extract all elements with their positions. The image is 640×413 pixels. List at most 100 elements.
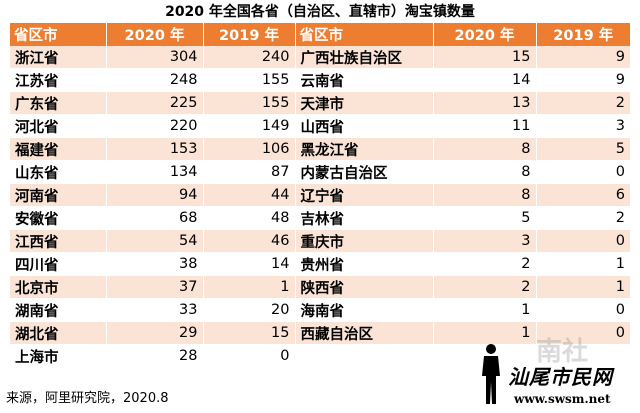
table-row: 湖北省 29 15 西藏自治区 1 0 — [10, 321, 630, 345]
header-region-left: 省区市 — [10, 23, 107, 46]
right-y2019-cell: 9 — [536, 68, 630, 92]
left-y2020-cell: 33 — [106, 298, 204, 322]
left-y2020-cell: 153 — [106, 137, 204, 161]
header-row: 省区市 2020 年 2019 年 省区市 2020 年 2019 年 — [10, 23, 630, 46]
left-region-cell: 江苏省 — [10, 68, 107, 92]
table-row: 上海市 28 0 — [10, 344, 630, 368]
left-y2019-cell: 20 — [203, 298, 296, 322]
table-row: 四川省 38 14 贵州省 2 1 — [10, 252, 630, 276]
left-region-cell: 河南省 — [10, 183, 107, 207]
left-region-cell: 湖北省 — [10, 321, 107, 345]
right-y2019-cell: 0 — [536, 298, 630, 322]
table-row: 江西省 54 46 重庆市 3 0 — [10, 229, 630, 253]
right-y2020-cell: 15 — [433, 46, 537, 69]
table-row: 山东省 134 87 内蒙古自治区 8 0 — [10, 160, 630, 184]
watermark-url: www.swsm.net — [514, 392, 611, 406]
left-y2019-cell: 1 — [203, 275, 296, 299]
left-region-cell: 湖南省 — [10, 298, 107, 322]
left-region-cell: 安徽省 — [10, 206, 107, 230]
left-region-cell: 上海市 — [10, 344, 107, 368]
right-y2020-cell: 2 — [433, 275, 537, 299]
table-body: 浙江省 304 240 广西壮族自治区 15 9 江苏省 248 155 云南省 14 9 广东省 225… — [10, 46, 630, 368]
left-y2020-cell: 225 — [106, 91, 204, 115]
header-region-right: 省区市 — [295, 23, 434, 46]
left-y2019-cell: 240 — [203, 46, 296, 69]
right-y2020-cell: 14 — [433, 68, 537, 92]
right-y2020-cell: 2 — [433, 252, 537, 276]
table-row: 江苏省 248 155 云南省 14 9 — [10, 68, 630, 92]
watermark-ghost-text: 南社 — [536, 337, 589, 367]
left-y2019-cell: 14 — [203, 252, 296, 276]
left-region-cell: 河北省 — [10, 114, 107, 138]
left-region-cell: 福建省 — [10, 137, 107, 161]
right-y2020-cell: 8 — [433, 160, 537, 184]
header-2020-left: 2020 年 — [106, 23, 204, 46]
left-y2019-cell: 149 — [203, 114, 296, 138]
left-region-cell: 四川省 — [10, 252, 107, 276]
table-row: 北京市 37 1 陕西省 2 1 — [10, 275, 630, 299]
right-empty-cell — [295, 344, 434, 368]
right-y2019-cell: 9 — [536, 46, 630, 69]
right-region-cell: 吉林省 — [295, 206, 434, 230]
right-y2019-cell: 1 — [536, 252, 630, 276]
left-y2020-cell: 304 — [106, 46, 204, 69]
table-row: 福建省 153 106 黑龙江省 8 5 — [10, 137, 630, 161]
left-y2019-cell: 44 — [203, 183, 296, 207]
left-y2020-cell: 68 — [106, 206, 204, 230]
right-y2020-cell: 3 — [433, 229, 537, 253]
right-y2020-cell: 5 — [433, 206, 537, 230]
right-region-cell: 山西省 — [295, 114, 434, 138]
right-y2019-cell: 1 — [536, 275, 630, 299]
left-region-cell: 山东省 — [10, 160, 107, 184]
left-y2019-cell: 48 — [203, 206, 296, 230]
header-2019-left: 2019 年 — [203, 23, 296, 46]
right-region-cell: 海南省 — [295, 298, 434, 322]
right-y2019-cell: 6 — [536, 183, 630, 207]
right-y2019-cell: 3 — [536, 114, 630, 138]
taobao-town-table: 省区市 2020 年 2019 年 省区市 2020 年 2019 年 浙江省 3… — [10, 23, 630, 368]
right-region-cell: 黑龙江省 — [295, 137, 434, 161]
header-2019-right: 2019 年 — [536, 23, 630, 46]
right-y2020-cell: 8 — [433, 137, 537, 161]
watermark-logo: 汕尾市民网 — [508, 365, 613, 389]
right-y2019-cell: 2 — [536, 91, 630, 115]
right-region-cell: 广西壮族自治区 — [295, 46, 434, 69]
right-region-cell: 辽宁省 — [295, 183, 434, 207]
right-empty-cell — [536, 344, 630, 368]
left-y2020-cell: 54 — [106, 229, 204, 253]
right-y2019-cell: 0 — [536, 321, 630, 345]
right-region-cell: 天津市 — [295, 91, 434, 115]
left-y2019-cell: 46 — [203, 229, 296, 253]
left-region-cell: 北京市 — [10, 275, 107, 299]
left-y2019-cell: 15 — [203, 321, 296, 345]
table-row: 浙江省 304 240 广西壮族自治区 15 9 — [10, 46, 630, 69]
table-title: 2020 年全国各省（自治区、直辖市）淘宝镇数量 — [165, 4, 475, 20]
right-y2019-cell: 5 — [536, 137, 630, 161]
person-silhouette-icon — [482, 344, 500, 404]
right-region-cell: 陕西省 — [295, 275, 434, 299]
right-y2020-cell: 1 — [433, 321, 537, 345]
left-y2020-cell: 94 — [106, 183, 204, 207]
right-region-cell: 西藏自治区 — [295, 321, 434, 345]
table-row: 河南省 94 44 辽宁省 8 6 — [10, 183, 630, 207]
left-y2019-cell: 155 — [203, 91, 296, 115]
table-row: 广东省 225 155 天津市 13 2 — [10, 91, 630, 115]
right-y2020-cell: 13 — [433, 91, 537, 115]
header-2020-right: 2020 年 — [433, 23, 537, 46]
right-y2020-cell: 11 — [433, 114, 537, 138]
right-region-cell: 贵州省 — [295, 252, 434, 276]
right-y2019-cell: 0 — [536, 229, 630, 253]
left-y2020-cell: 29 — [106, 321, 204, 345]
right-y2019-cell: 2 — [536, 206, 630, 230]
left-region-cell: 江西省 — [10, 229, 107, 253]
left-y2019-cell: 0 — [203, 344, 296, 368]
left-y2020-cell: 134 — [106, 160, 204, 184]
table-row: 安徽省 68 48 吉林省 5 2 — [10, 206, 630, 230]
left-y2020-cell: 37 — [106, 275, 204, 299]
right-y2019-cell: 0 — [536, 160, 630, 184]
left-y2019-cell: 155 — [203, 68, 296, 92]
left-region-cell: 浙江省 — [10, 46, 107, 69]
left-region-cell: 广东省 — [10, 91, 107, 115]
left-y2020-cell: 38 — [106, 252, 204, 276]
left-y2019-cell: 87 — [203, 160, 296, 184]
